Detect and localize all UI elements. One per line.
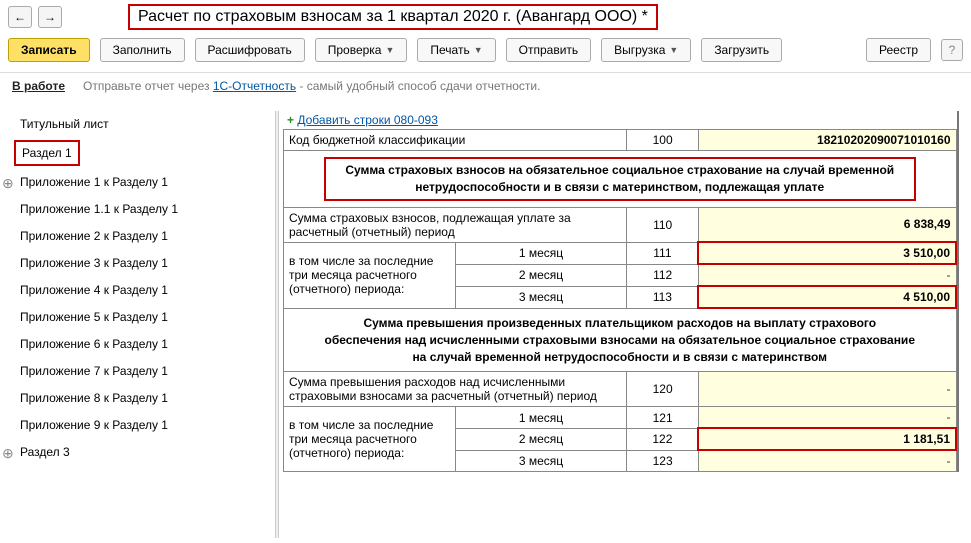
registry-button[interactable]: Реестр	[866, 38, 931, 62]
sidebar-item-title-page[interactable]: Титульный лист	[14, 113, 269, 135]
help-button[interactable]: ?	[941, 39, 963, 61]
cell-code: 122	[627, 428, 699, 450]
sidebar-item-section-3[interactable]: ⊕Раздел 3	[14, 441, 269, 463]
cell-code: 121	[627, 407, 699, 429]
arrow-left-icon: ←	[14, 10, 26, 24]
table-row: в том числе за последние три месяца расч…	[284, 242, 957, 264]
cell-month: 1 месяц	[455, 407, 627, 429]
cell-value[interactable]: 3 510,00	[698, 242, 956, 264]
sidebar-item-app-1-1[interactable]: Приложение 1.1 к Разделу 1	[14, 198, 269, 220]
table-row: Код бюджетной классификации 100 18210202…	[284, 130, 957, 151]
cell-value[interactable]: 1 181,51	[698, 428, 956, 450]
plus-icon: +	[287, 113, 294, 127]
sidebar-item-app-5[interactable]: Приложение 5 к Разделу 1	[14, 306, 269, 328]
cell-value[interactable]: 6 838,49	[698, 207, 956, 242]
cell-month: 1 месяц	[455, 242, 627, 264]
splitter[interactable]	[275, 111, 279, 538]
page-title: Расчет по страховым взносам за 1 квартал…	[128, 4, 658, 30]
cell-month: 3 месяц	[455, 286, 627, 308]
row-label: в том числе за последние три месяца расч…	[284, 407, 456, 472]
sidebar-item-app-2[interactable]: Приложение 2 к Разделу 1	[14, 225, 269, 247]
plus-icon: ⊕	[2, 175, 14, 192]
cell-value[interactable]: -	[698, 450, 956, 472]
cell-code: 123	[627, 450, 699, 472]
cell-value[interactable]: 4 510,00	[698, 286, 956, 308]
section-title-1: Сумма страховых взносов на обязательное …	[284, 151, 957, 208]
kbk-value[interactable]: 18210202090071010160	[698, 130, 956, 151]
write-button[interactable]: Записать	[8, 38, 90, 62]
status-link[interactable]: В работе	[12, 79, 65, 93]
table-row: Сумма превышения расходов над исчисленны…	[284, 372, 957, 407]
sidebar-item-app-1[interactable]: ⊕Приложение 1 к Разделу 1	[14, 171, 269, 193]
cell-value[interactable]: -	[698, 372, 956, 407]
sidebar-item-app-7[interactable]: Приложение 7 к Разделу 1	[14, 360, 269, 382]
check-button[interactable]: Проверка▼	[315, 38, 408, 62]
cell-code: 110	[627, 207, 699, 242]
cell-month: 3 месяц	[455, 450, 627, 472]
arrow-right-icon: →	[44, 10, 56, 24]
nav-back-button[interactable]: ←	[8, 6, 32, 28]
section-title-2: Сумма превышения произведенных плательщи…	[284, 308, 957, 372]
send-button[interactable]: Отправить	[506, 38, 592, 62]
add-rows-link[interactable]: Добавить строки 080-093	[297, 113, 438, 127]
sidebar-item-app-9[interactable]: Приложение 9 к Разделу 1	[14, 414, 269, 436]
chevron-down-icon: ▼	[385, 45, 394, 55]
question-icon: ?	[949, 43, 956, 57]
table-row: Сумма превышения произведенных плательщи…	[284, 308, 957, 372]
status-hint: Отправьте отчет через 1С-Отчетность - са…	[83, 79, 540, 93]
sidebar-item-app-4[interactable]: Приложение 4 к Разделу 1	[14, 279, 269, 301]
cell-code: 113	[627, 286, 699, 308]
sidebar-item-app-3[interactable]: Приложение 3 к Разделу 1	[14, 252, 269, 274]
cell-code: 112	[627, 264, 699, 286]
sidebar: Титульный лист Раздел 1 ⊕Приложение 1 к …	[0, 105, 275, 538]
cell-code: 120	[627, 372, 699, 407]
fill-button[interactable]: Заполнить	[100, 38, 185, 62]
export-button[interactable]: Выгрузка▼	[601, 38, 691, 62]
data-table: Код бюджетной классификации 100 18210202…	[283, 129, 957, 472]
chevron-down-icon: ▼	[669, 45, 678, 55]
print-button[interactable]: Печать▼	[417, 38, 495, 62]
sidebar-item-app-8[interactable]: Приложение 8 к Разделу 1	[14, 387, 269, 409]
row-label: в том числе за последние три месяца расч…	[284, 242, 456, 308]
cell-value[interactable]: -	[698, 407, 956, 429]
table-row: в том числе за последние три месяца расч…	[284, 407, 957, 429]
toolbar: Записать Заполнить Расшифровать Проверка…	[0, 34, 971, 73]
cell-month: 2 месяц	[455, 264, 627, 286]
sidebar-item-app-6[interactable]: Приложение 6 к Разделу 1	[14, 333, 269, 355]
cell-value[interactable]: -	[698, 264, 956, 286]
plus-icon: ⊕	[2, 445, 14, 462]
cell-month: 2 месяц	[455, 428, 627, 450]
chevron-down-icon: ▼	[474, 45, 483, 55]
decode-button[interactable]: Расшифровать	[195, 38, 305, 62]
table-row: Сумма страховых взносов на обязательное …	[284, 151, 957, 208]
kbk-label: Код бюджетной классификации	[284, 130, 627, 151]
cell-code: 100	[627, 130, 699, 151]
status-row: В работе Отправьте отчет через 1С-Отчетн…	[0, 73, 971, 105]
load-button[interactable]: Загрузить	[701, 38, 782, 62]
sidebar-item-section-1[interactable]: Раздел 1	[14, 140, 80, 166]
row-label: Сумма превышения расходов над исчисленны…	[284, 372, 627, 407]
otchetnost-link[interactable]: 1С-Отчетность	[213, 79, 296, 93]
nav-forward-button[interactable]: →	[38, 6, 62, 28]
row-label: Сумма страховых взносов, подлежащая упла…	[284, 207, 627, 242]
table-row: Сумма страховых взносов, подлежащая упла…	[284, 207, 957, 242]
cell-code: 111	[627, 242, 699, 264]
